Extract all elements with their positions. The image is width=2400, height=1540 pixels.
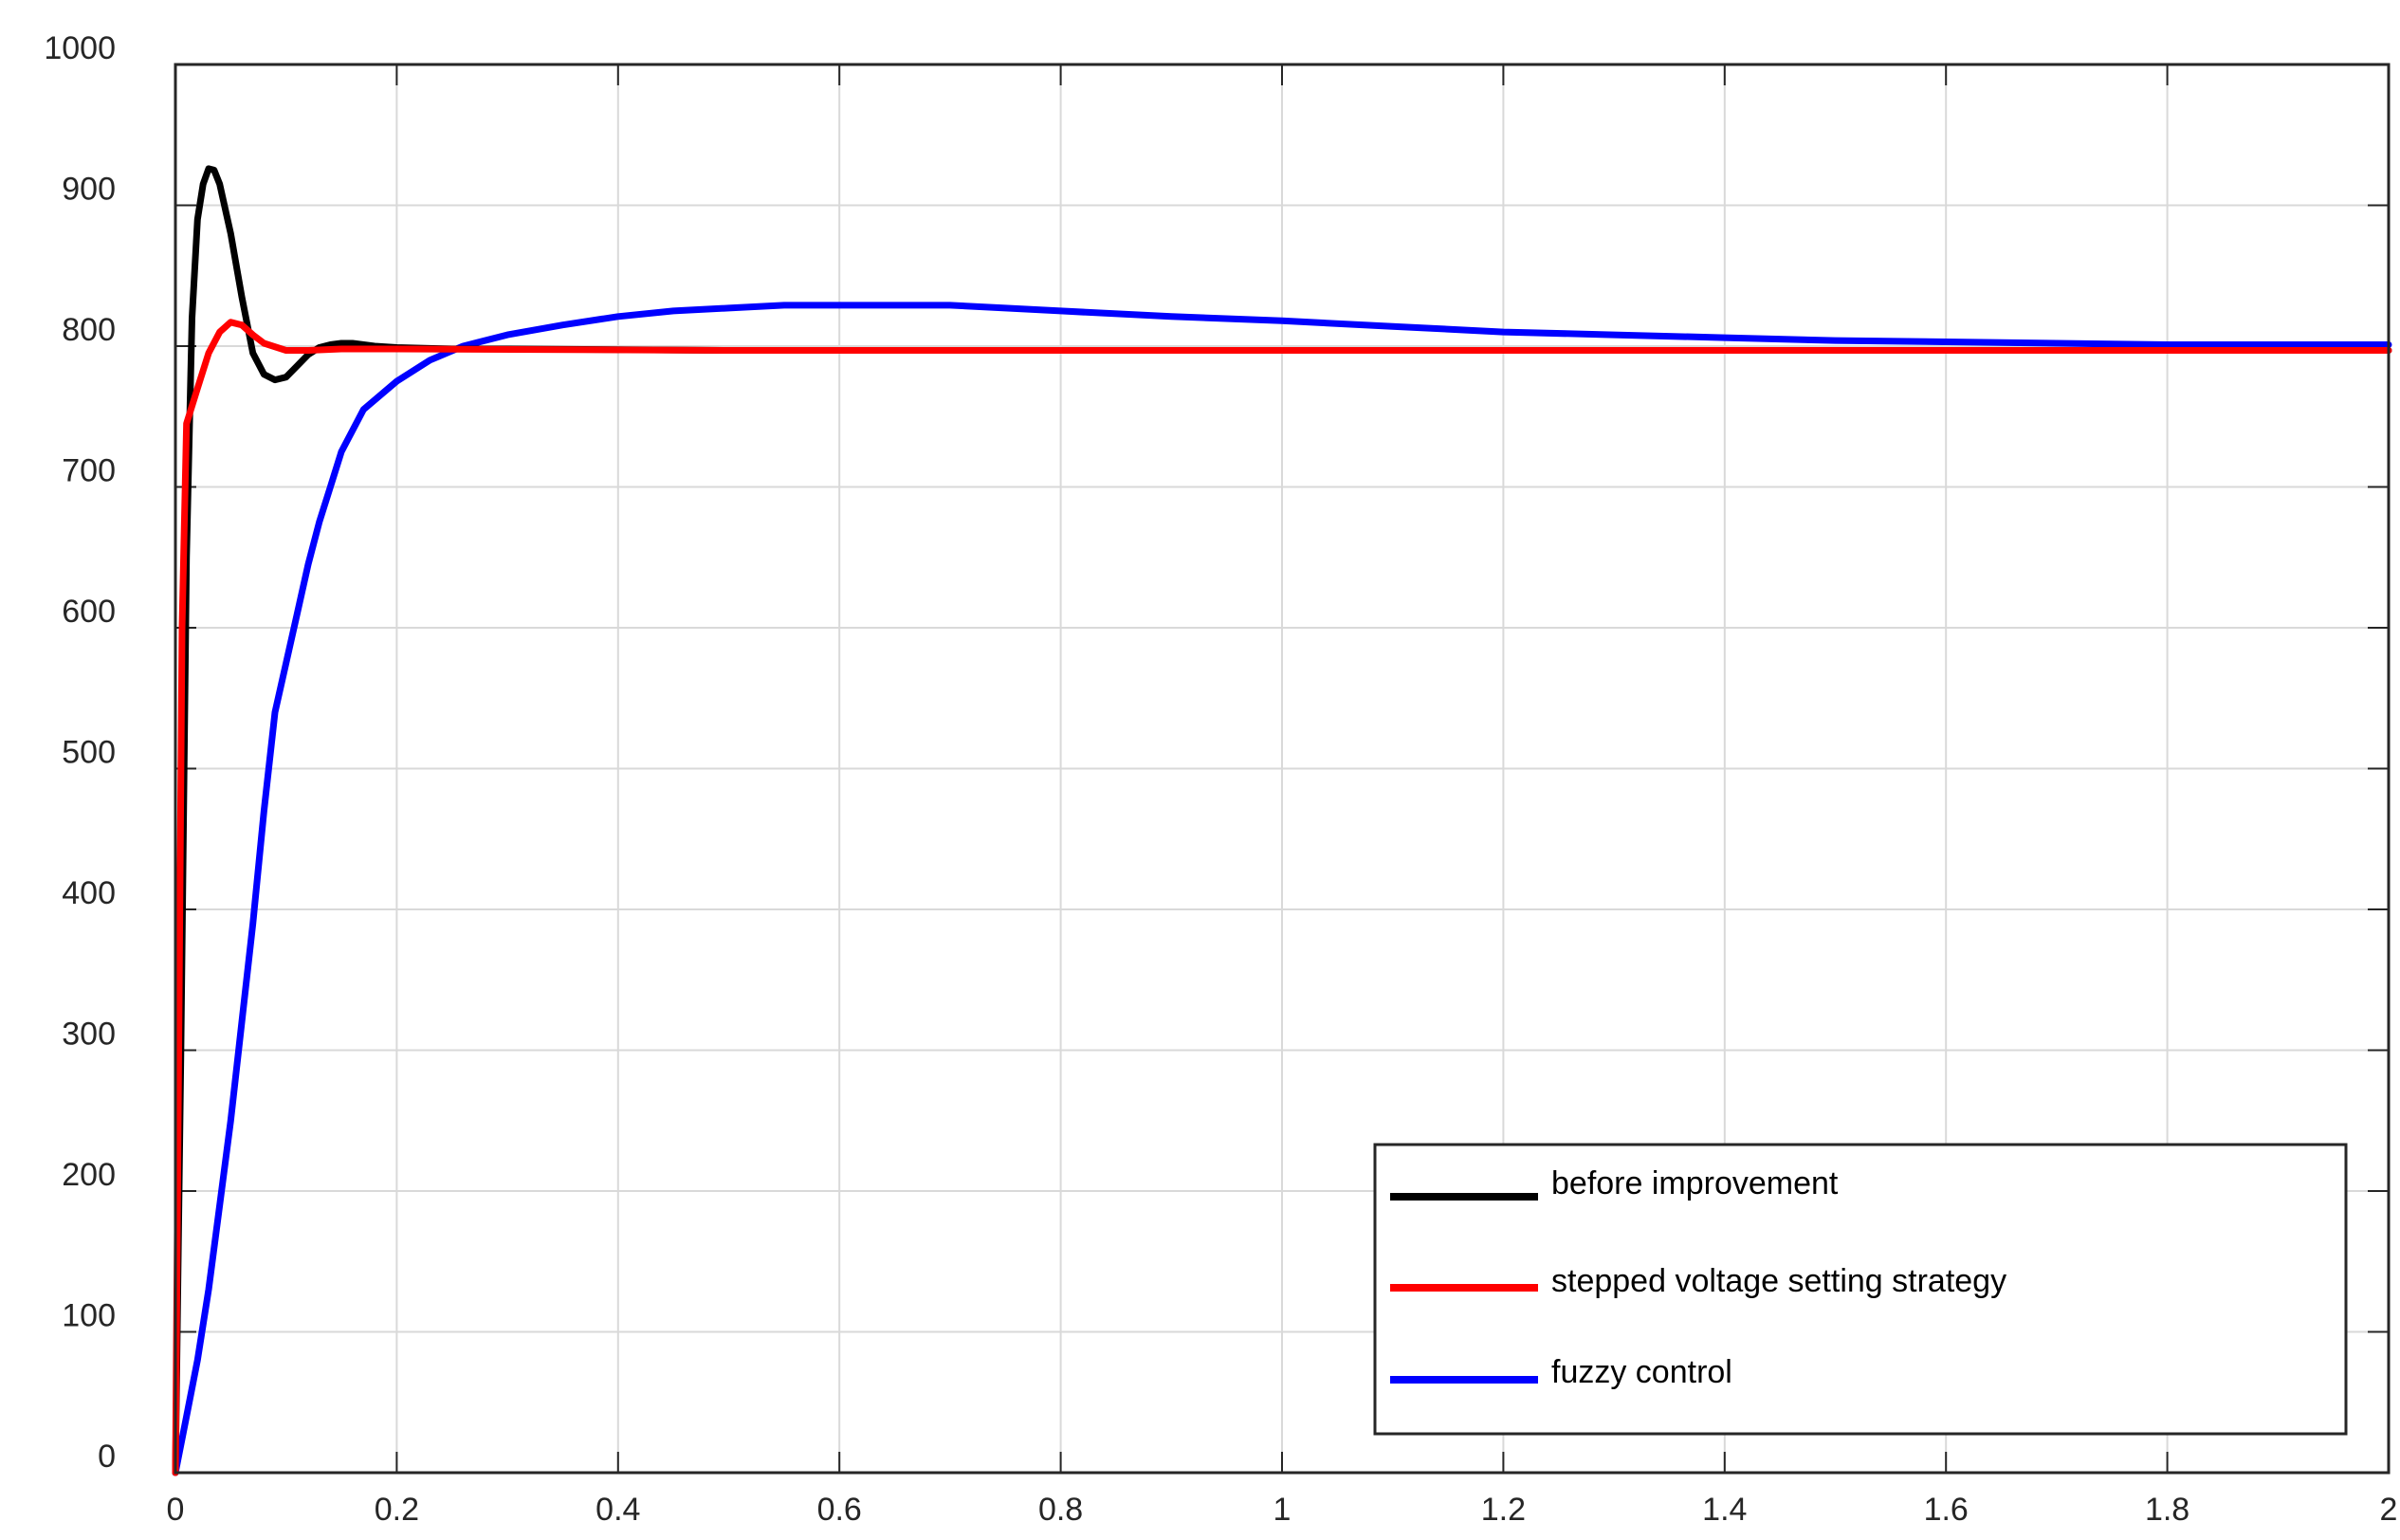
y-tick-label: 600 xyxy=(62,594,116,630)
y-tick-label: 100 xyxy=(62,1298,116,1334)
x-tick-label: 0.8 xyxy=(1038,1492,1083,1528)
legend-label-fuzzy-control: fuzzy control xyxy=(1551,1354,1732,1390)
y-tick-label: 300 xyxy=(62,1017,116,1053)
x-tick-label: 1.2 xyxy=(1481,1492,1526,1528)
legend-label-stepped-voltage: stepped voltage setting strategy xyxy=(1551,1263,2006,1299)
series-line-stepped-voltage-setting-strategy xyxy=(172,319,2392,1476)
x-tick-label: 0.2 xyxy=(375,1492,419,1528)
x-tick-label: 0 xyxy=(167,1492,185,1528)
y-tick-label: 800 xyxy=(62,312,116,348)
y-tick-label: 900 xyxy=(62,172,116,208)
x-tick-labels: 0 0.2 0.4 0.6 0.8 1 1.2 1.4 1.6 1.8 2 xyxy=(167,1492,2398,1528)
y-tick-labels: 0 100 200 300 400 500 600 700 800 900 1000 xyxy=(44,30,116,1475)
y-tick-label: 500 xyxy=(62,735,116,771)
legend-label-before-improvement: before improvement xyxy=(1551,1165,1839,1201)
legend: before improvement stepped voltage setti… xyxy=(1373,1143,2348,1436)
x-tick-label: 1.4 xyxy=(1702,1492,1747,1528)
x-tick-label: 0.4 xyxy=(595,1492,640,1528)
y-tick-label: 400 xyxy=(62,875,116,911)
y-tick-label: 0 xyxy=(98,1439,116,1475)
series-lines xyxy=(172,165,2392,1476)
series-line-fuzzy-control xyxy=(172,302,2392,1476)
x-tick-label: 1.6 xyxy=(1924,1492,1969,1528)
plot-frame xyxy=(174,63,2391,1475)
x-tick-label: 1.8 xyxy=(2145,1492,2189,1528)
y-tick-label: 1000 xyxy=(44,30,116,66)
x-tick-label: 2 xyxy=(2380,1492,2398,1528)
y-tick-label: 700 xyxy=(62,453,116,489)
x-tick-label: 1 xyxy=(1273,1492,1292,1528)
x-tick-label: 0.6 xyxy=(817,1492,862,1528)
y-tick-label: 200 xyxy=(62,1157,116,1193)
